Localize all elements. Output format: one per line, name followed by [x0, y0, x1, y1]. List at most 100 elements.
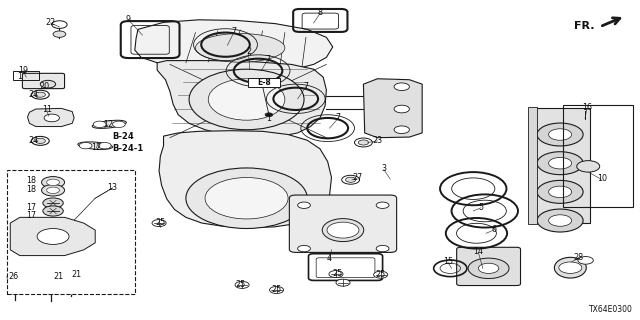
Circle shape: [43, 198, 63, 208]
Bar: [527, 108, 537, 224]
Bar: [13, 71, 39, 80]
Circle shape: [43, 206, 63, 216]
Circle shape: [577, 161, 600, 172]
Circle shape: [7, 273, 22, 281]
Text: 21: 21: [53, 272, 63, 281]
Ellipse shape: [554, 257, 586, 278]
Circle shape: [31, 90, 49, 99]
Circle shape: [113, 121, 125, 127]
Bar: [7, 170, 135, 294]
Circle shape: [52, 21, 67, 28]
Text: 10: 10: [597, 174, 607, 183]
Text: 27: 27: [352, 173, 362, 182]
Text: 7: 7: [265, 54, 270, 63]
FancyBboxPatch shape: [289, 195, 397, 252]
Ellipse shape: [322, 219, 364, 242]
Circle shape: [537, 209, 583, 232]
Text: TX64E0300: TX64E0300: [589, 305, 633, 314]
Ellipse shape: [78, 142, 113, 149]
FancyBboxPatch shape: [457, 247, 520, 285]
Circle shape: [31, 136, 49, 145]
Circle shape: [342, 175, 360, 184]
Circle shape: [298, 245, 310, 252]
Circle shape: [336, 279, 350, 286]
Bar: [534, 108, 590, 223]
Text: 4: 4: [327, 254, 332, 263]
Ellipse shape: [189, 69, 304, 130]
Circle shape: [376, 245, 389, 252]
Circle shape: [43, 275, 58, 282]
Circle shape: [537, 123, 583, 146]
Circle shape: [47, 187, 60, 194]
FancyBboxPatch shape: [22, 73, 65, 89]
Circle shape: [394, 83, 410, 91]
Text: 9: 9: [126, 15, 131, 24]
Text: 22: 22: [45, 18, 56, 27]
Circle shape: [468, 258, 509, 278]
Circle shape: [346, 177, 356, 182]
Circle shape: [47, 179, 60, 186]
Circle shape: [559, 262, 582, 273]
Text: E-8: E-8: [257, 78, 271, 87]
Text: 23: 23: [372, 136, 383, 145]
Circle shape: [376, 202, 389, 208]
Circle shape: [548, 129, 572, 140]
Text: 25: 25: [156, 218, 166, 227]
Polygon shape: [135, 20, 333, 71]
Text: 6: 6: [492, 225, 496, 234]
Circle shape: [478, 263, 499, 273]
Circle shape: [355, 138, 372, 147]
Circle shape: [265, 113, 273, 117]
Text: 21: 21: [71, 269, 81, 279]
Text: 25: 25: [271, 285, 282, 294]
Text: 12: 12: [92, 143, 102, 152]
Text: 17: 17: [26, 211, 36, 220]
Circle shape: [37, 228, 69, 244]
Text: 15: 15: [443, 257, 452, 266]
Text: 19: 19: [18, 66, 28, 75]
Circle shape: [79, 142, 92, 149]
Circle shape: [358, 140, 369, 145]
Circle shape: [35, 92, 45, 97]
Circle shape: [374, 271, 388, 278]
Text: 8: 8: [317, 8, 323, 17]
Text: 24: 24: [29, 90, 39, 99]
Polygon shape: [28, 108, 74, 126]
Polygon shape: [159, 131, 332, 228]
Text: 13: 13: [108, 183, 118, 192]
FancyBboxPatch shape: [248, 78, 280, 87]
Text: 11: 11: [42, 105, 52, 114]
Text: 7: 7: [231, 28, 236, 36]
Circle shape: [329, 270, 343, 277]
Circle shape: [40, 80, 56, 88]
Polygon shape: [364, 79, 422, 138]
Text: 28: 28: [573, 253, 584, 262]
Circle shape: [537, 180, 583, 203]
Circle shape: [578, 257, 593, 264]
Text: FR.: FR.: [574, 21, 595, 31]
Text: 16: 16: [582, 103, 592, 112]
Text: 3: 3: [381, 164, 387, 173]
Text: 24: 24: [29, 136, 39, 145]
Circle shape: [548, 157, 572, 169]
Circle shape: [152, 220, 166, 227]
Polygon shape: [157, 60, 326, 138]
Circle shape: [99, 142, 111, 149]
Circle shape: [63, 270, 79, 278]
Circle shape: [548, 215, 572, 226]
Text: 18: 18: [26, 176, 36, 185]
Text: 26: 26: [8, 272, 19, 281]
Circle shape: [394, 126, 410, 133]
Circle shape: [235, 281, 249, 288]
Circle shape: [42, 177, 65, 188]
Text: 7: 7: [303, 82, 308, 91]
Text: 12: 12: [103, 120, 113, 129]
Ellipse shape: [92, 120, 126, 128]
Circle shape: [205, 178, 288, 219]
Text: 1: 1: [266, 114, 271, 123]
Circle shape: [269, 286, 284, 293]
Text: 14: 14: [474, 247, 483, 256]
Circle shape: [42, 185, 65, 196]
Circle shape: [93, 121, 106, 127]
Ellipse shape: [195, 34, 285, 62]
